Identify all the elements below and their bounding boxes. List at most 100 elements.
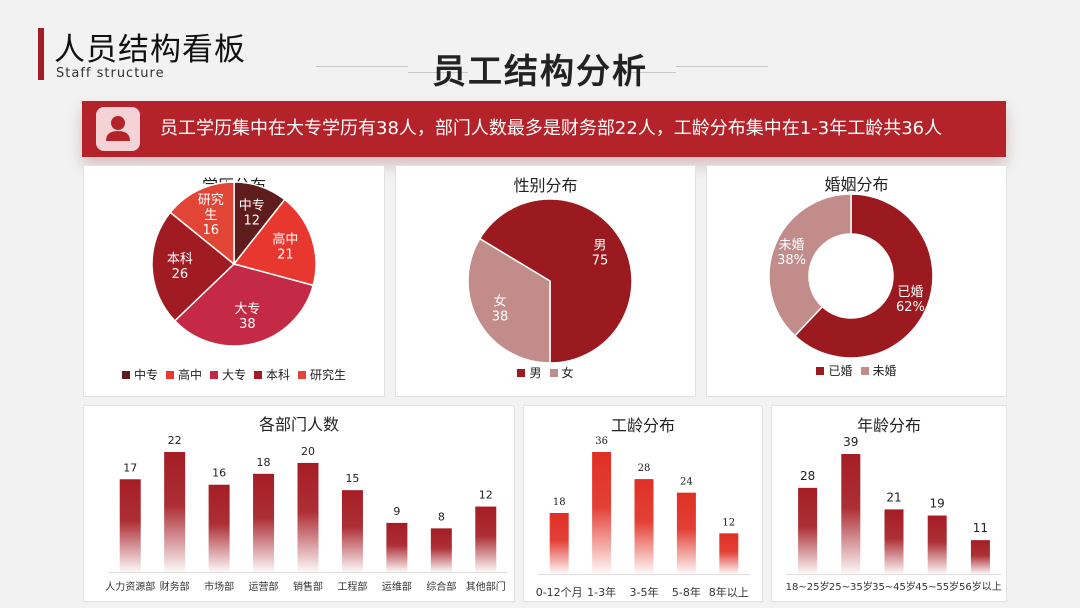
pie-label-研究生: 研究	[198, 193, 224, 208]
pie-slice-已婚	[793, 193, 934, 359]
legend-swatch	[517, 368, 526, 377]
bar-运维部	[386, 522, 408, 572]
title-deco-line-right	[676, 66, 768, 67]
bar-value-label: 20	[301, 445, 315, 458]
legend-label: 中专	[133, 368, 158, 382]
bar-category-label: 综合部	[426, 580, 456, 593]
tenure-chart-title: 工龄分布	[610, 416, 675, 435]
bar-category-label: 运维部	[382, 580, 412, 593]
bar-value-label: 21	[886, 490, 901, 504]
bar-56岁以上	[970, 540, 990, 574]
department-panel: 各部门人数 17 人力资源部 22 财务部 16 市场部 18 运营部 20 销售部 15 工程部 9 运…	[83, 405, 515, 602]
bar-5-8年	[676, 492, 696, 574]
bar-value-label: 12	[722, 517, 735, 528]
pie-label-大专: 大专	[234, 302, 260, 317]
bar-category-label: 45~55岁	[915, 580, 959, 593]
pie-label-女: 女	[494, 294, 507, 310]
legend-item: 已婚	[816, 362, 853, 379]
bar-value-label: 24	[680, 477, 693, 488]
main-title: 员工结构分析	[432, 52, 648, 92]
bar-value-label: 18	[553, 497, 566, 508]
legend-item: 女	[549, 364, 574, 381]
bar-value-label: 19	[930, 497, 945, 511]
pie-label-未婚: 38%	[777, 253, 806, 268]
pie-slice-未婚	[768, 193, 852, 337]
pie-slice-研究生	[169, 181, 235, 266]
legend-swatch	[254, 370, 262, 379]
legend-label: 研究生	[310, 368, 347, 382]
legend-swatch	[298, 370, 307, 379]
title-deco-line-left	[316, 66, 408, 67]
bar-综合部	[430, 528, 452, 572]
bar-value-label: 39	[843, 435, 858, 449]
dashboard-subtitle: Staff structure	[56, 66, 165, 81]
legend-label: 女	[561, 366, 574, 380]
bar-财务部	[164, 452, 186, 572]
bar-value-label: 36	[595, 436, 608, 447]
legend-swatch	[121, 370, 130, 379]
bar-category-label: 销售部	[293, 580, 323, 593]
bar-运营部	[253, 473, 275, 572]
bar-category-label: 财务部	[160, 580, 190, 593]
pie-label-研究生: 16	[202, 223, 219, 238]
legend-item: 男	[517, 364, 542, 381]
bar-value-label: 22	[168, 434, 182, 447]
bar-category-label: 56岁以上	[959, 580, 1002, 593]
pie-label-已婚: 62%	[896, 300, 925, 315]
age-panel: 年龄分布 28 18~25岁 39 25~35岁 21 35~45岁 19 45~55岁 11 5…	[771, 405, 1007, 602]
pie-slice-男	[478, 198, 633, 364]
legend-swatch	[549, 368, 558, 377]
bar-value-label: 12	[479, 489, 493, 502]
marital-chart-title: 婚姻分布	[824, 175, 889, 194]
pie-label-大专: 38	[239, 317, 256, 332]
gender-chart-title: 性别分布	[513, 176, 578, 195]
legend-label: 本科	[266, 368, 291, 382]
bar-category-label: 35~45岁	[872, 580, 916, 593]
legend-swatch	[860, 366, 869, 375]
department-bar-chart: 17 人力资源部 22 财务部 16 市场部 18 运营部 20 销售部 15 工程部 9 运维部 8 综合部…	[105, 434, 508, 593]
legend-item: 中专	[121, 366, 158, 383]
bar-45~55岁	[927, 515, 947, 574]
title-deco-line-right-2	[616, 72, 676, 73]
bar-其他部门	[475, 506, 497, 572]
bar-工程部	[341, 490, 363, 572]
bar-8年以上	[719, 533, 739, 574]
bar-value-label: 18	[257, 456, 271, 469]
pie-slice-大专	[173, 263, 315, 347]
bar-value-label: 16	[212, 467, 226, 480]
pie-label-女: 38	[492, 310, 509, 325]
dashboard-title: 人员结构看板	[54, 32, 246, 68]
pie-label-男: 男	[593, 238, 606, 253]
bar-category-label: 25~35岁	[829, 580, 873, 593]
pie-label-本科: 本科	[167, 252, 193, 267]
bar-value-label: 9	[393, 505, 400, 518]
legend-item: 未婚	[860, 362, 897, 379]
pie-label-本科: 26	[172, 267, 189, 282]
bar-0-12个月	[549, 513, 569, 574]
bar-category-label: 运营部	[249, 580, 279, 593]
bar-3-5年	[634, 479, 654, 574]
bar-category-label: 0-12个月	[536, 586, 583, 599]
bar-1-3年	[592, 452, 612, 574]
bar-value-label: 11	[973, 521, 988, 535]
pie-label-已婚: 已婚	[897, 285, 923, 300]
bar-category-label: 3-5年	[630, 585, 659, 599]
legend-swatch	[816, 366, 825, 375]
legend-item: 本科	[254, 366, 290, 383]
bar-value-label: 28	[800, 469, 815, 483]
bar-value-label: 17	[123, 461, 137, 474]
legend-item: 高中	[165, 366, 202, 383]
bar-25~35岁	[841, 454, 861, 574]
pie-slice-女	[467, 237, 551, 364]
bar-35~45岁	[884, 509, 904, 574]
gender-panel: 性别分布 男 75 女 38 男女	[395, 165, 696, 397]
bar-value-label: 8	[438, 510, 445, 523]
bar-人力资源部	[119, 479, 141, 572]
age-bar-chart: 28 18~25岁 39 25~35岁 21 35~45岁 19 45~55岁 11 56岁以上	[786, 435, 1002, 593]
pie-label-中专: 12	[243, 213, 260, 228]
bar-category-label: 人力资源部	[105, 580, 155, 593]
summary-text: 员工学历集中在大专学历有38人，部门人数最多是财务部22人，工龄分布集中在1-3…	[160, 118, 943, 139]
bar-value-label: 15	[345, 472, 359, 485]
